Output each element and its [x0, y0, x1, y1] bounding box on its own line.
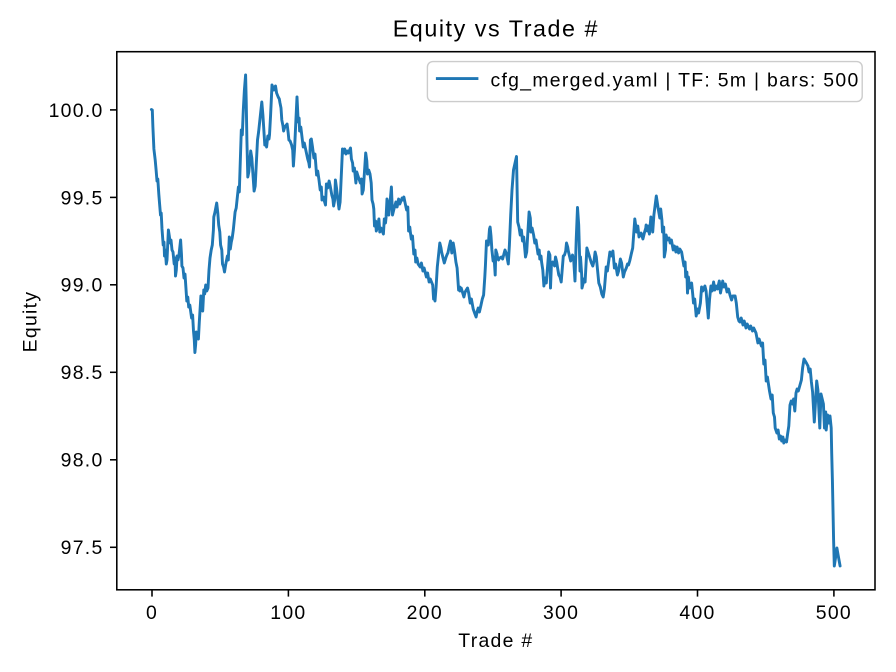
svg-text:400: 400	[679, 602, 715, 624]
svg-text:cfg_merged.yaml | TF: 5m | bar: cfg_merged.yaml | TF: 5m | bars: 500	[491, 70, 860, 92]
svg-text:Trade #: Trade #	[458, 630, 533, 652]
svg-text:500: 500	[816, 602, 852, 624]
svg-text:97.5: 97.5	[61, 537, 104, 559]
svg-text:Equity vs Trade #: Equity vs Trade #	[393, 16, 599, 42]
svg-text:98.5: 98.5	[61, 362, 104, 384]
svg-text:300: 300	[543, 602, 579, 624]
svg-text:100: 100	[270, 602, 306, 624]
svg-text:Equity: Equity	[19, 291, 41, 353]
svg-text:99.0: 99.0	[61, 275, 104, 297]
svg-text:98.0: 98.0	[61, 450, 104, 472]
svg-text:0: 0	[146, 602, 158, 624]
svg-text:99.5: 99.5	[61, 187, 104, 209]
svg-text:100.0: 100.0	[49, 100, 104, 122]
svg-text:200: 200	[407, 602, 443, 624]
